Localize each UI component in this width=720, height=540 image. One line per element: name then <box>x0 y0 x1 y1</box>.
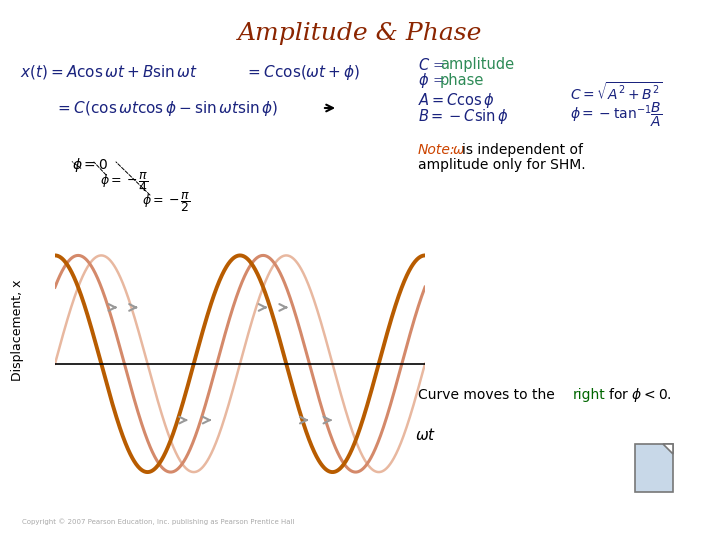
Text: $\phi$ =: $\phi$ = <box>418 71 445 90</box>
Text: $\omega$: $\omega$ <box>452 143 465 157</box>
Text: $\phi = 0$: $\phi = 0$ <box>72 156 108 174</box>
Text: $A = C\cos\phi$: $A = C\cos\phi$ <box>418 91 495 110</box>
Text: $\phi = -\tan^{-1}\!\dfrac{B}{A}$: $\phi = -\tan^{-1}\!\dfrac{B}{A}$ <box>570 101 662 129</box>
Text: phase: phase <box>440 72 485 87</box>
Text: Displacement, x: Displacement, x <box>12 279 24 381</box>
Text: for $\phi < 0$.: for $\phi < 0$. <box>604 386 672 404</box>
Text: $C$ =: $C$ = <box>418 57 446 73</box>
Text: Copyright © 2007 Pearson Education, Inc. publishing as Pearson Prentice Hall: Copyright © 2007 Pearson Education, Inc.… <box>22 518 294 525</box>
Polygon shape <box>663 444 673 454</box>
Text: Amplitude & Phase: Amplitude & Phase <box>238 22 482 45</box>
Text: $= C\cos\!\left(\omega t+\phi\right)$: $= C\cos\!\left(\omega t+\phi\right)$ <box>245 63 360 82</box>
Text: Note:: Note: <box>418 143 456 157</box>
Text: $= C\left(\cos\omega t\cos\phi - \sin\omega t\sin\phi\right)$: $= C\left(\cos\omega t\cos\phi - \sin\om… <box>55 98 278 118</box>
Text: $\phi = -\dfrac{\pi}{2}$: $\phi = -\dfrac{\pi}{2}$ <box>142 190 191 214</box>
Text: is independent of: is independent of <box>462 143 583 157</box>
Text: amplitude only for SHM.: amplitude only for SHM. <box>418 158 585 172</box>
Text: $\omega t$: $\omega t$ <box>415 427 436 443</box>
Text: Curve moves to the: Curve moves to the <box>418 388 559 402</box>
FancyBboxPatch shape <box>635 444 673 492</box>
Text: $x(t) = A\cos\omega t + B\sin\omega t$: $x(t) = A\cos\omega t + B\sin\omega t$ <box>20 63 198 81</box>
Text: $B = -C\sin\phi$: $B = -C\sin\phi$ <box>418 106 508 125</box>
Text: $C = \sqrt{A^2+B^2}$: $C = \sqrt{A^2+B^2}$ <box>570 81 662 103</box>
Text: right: right <box>573 388 606 402</box>
Text: amplitude: amplitude <box>440 57 514 72</box>
Text: $\phi = -\dfrac{\pi}{4}$: $\phi = -\dfrac{\pi}{4}$ <box>100 170 149 194</box>
